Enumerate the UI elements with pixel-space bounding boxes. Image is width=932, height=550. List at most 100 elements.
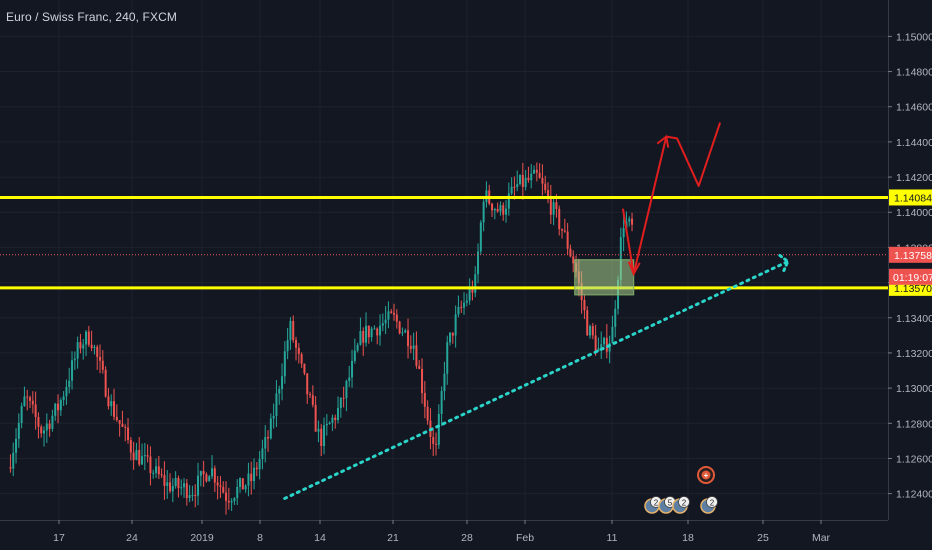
candle-body [446,342,449,374]
candle-body [43,430,46,434]
candle-body [57,403,60,411]
candle-body [594,335,597,352]
event-marker[interactable]: 2 [672,496,690,514]
time-tick-label: 17 [53,532,65,544]
candle-body [96,346,99,357]
candle-body [141,456,144,465]
candle-body [297,347,300,354]
candle-body [614,308,617,327]
candle-body [563,230,566,232]
candle-body [113,401,116,417]
candle-body [48,423,51,429]
countdown-label: 01:19:07 [893,272,932,284]
price-tick-label: 1.13400 [896,313,932,325]
candle-body [129,440,132,453]
candle-body [110,401,113,407]
candle-body [471,289,474,293]
event-flag-dot [701,470,711,480]
candle-body [435,443,438,445]
candle-body [552,202,555,215]
candle-body [325,423,328,426]
candle-body [384,319,387,324]
price-tick-label: 1.14800 [896,67,932,79]
candle-body [20,406,23,424]
candle-body [174,477,177,487]
candle-body [544,183,547,191]
candle-body [415,345,418,366]
candle-body [180,487,183,489]
event-marker[interactable]: 5 [658,496,676,514]
event-marker[interactable]: 2 [700,496,718,514]
candle-body [241,478,244,490]
candle-body [132,452,135,460]
candle-body [303,363,306,374]
event-flag-plus: + [704,471,709,480]
event-markers[interactable]: 2 5 2 2+ [644,466,718,514]
candle-body [387,311,390,320]
candle-body [351,360,354,378]
candle-body [85,331,88,345]
candle-body [118,420,121,424]
price-tick-label: 1.14000 [896,207,932,219]
candle-body [199,471,202,476]
time-tick-label: 11 [607,532,618,544]
candle-body [619,237,622,280]
candle-body [261,448,264,460]
candle-body [320,428,323,446]
candle-body [295,340,298,348]
candle-body [222,487,225,493]
time-tick-label: 25 [757,532,769,544]
level-label-2: 1.13570 [894,283,932,295]
candle-body [236,486,239,499]
candle-body [155,466,158,473]
candle-body [426,406,429,421]
price-tick-label: 1.12800 [896,418,932,430]
candle-body [404,330,407,333]
candle-body [309,394,312,396]
candle-body [233,498,236,502]
candle-body [51,415,54,429]
candle-body [359,331,362,345]
time-tick-label: 18 [682,532,694,544]
candle-body [143,455,146,457]
candle-body [250,473,253,482]
level-label-1-bg [889,189,932,206]
candle-body [54,403,57,416]
time-axis[interactable]: 17 24 2019 8 14 21 28 Feb 11 18 25 Mar [0,520,932,550]
candle-body [555,202,558,209]
candle-body [188,495,191,498]
current-price-label: 1.13758 [894,250,932,262]
candle-body [171,486,174,492]
candle-body [474,274,477,293]
candle-body [499,205,502,212]
price-tick-label: 1.13200 [896,348,932,360]
candle-body [26,396,29,398]
candle-body [342,397,345,399]
candle-body [73,358,76,361]
event-flag[interactable]: + [697,466,715,484]
candle-body [390,311,393,313]
time-tick-label: 21 [387,532,399,544]
event-count: 2 [654,499,659,508]
candle-body [272,415,275,419]
candle-body [379,325,382,336]
candle-body [566,231,569,249]
candle-body [283,351,286,377]
candle-body [99,356,102,361]
candle-body [253,467,256,482]
candle-body [281,376,284,390]
candle-body [213,468,216,483]
candle-body [423,393,426,407]
candle-body [502,205,505,215]
candle-body [267,437,270,439]
candle-body [339,397,342,408]
candle-body [216,482,219,486]
price-candles [9,162,634,515]
candle-body [127,427,130,441]
candle-body [68,380,71,388]
candle-body [247,473,250,486]
price-axis[interactable]: 1.15000 1.14800 1.14600 1.14400 1.14200 1.140… [888,0,932,550]
candle-body [628,218,631,222]
